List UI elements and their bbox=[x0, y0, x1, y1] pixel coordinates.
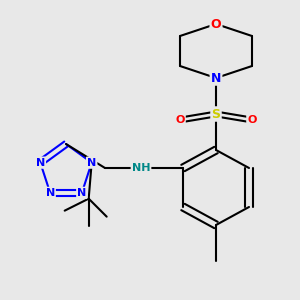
Text: NH: NH bbox=[132, 163, 150, 173]
Text: S: S bbox=[212, 107, 220, 121]
Text: O: O bbox=[175, 115, 185, 125]
Text: N: N bbox=[36, 158, 45, 168]
Text: O: O bbox=[211, 17, 221, 31]
Text: N: N bbox=[46, 188, 55, 198]
Text: N: N bbox=[77, 188, 86, 198]
Text: N: N bbox=[211, 71, 221, 85]
Text: O: O bbox=[247, 115, 257, 125]
Text: N: N bbox=[87, 158, 96, 168]
